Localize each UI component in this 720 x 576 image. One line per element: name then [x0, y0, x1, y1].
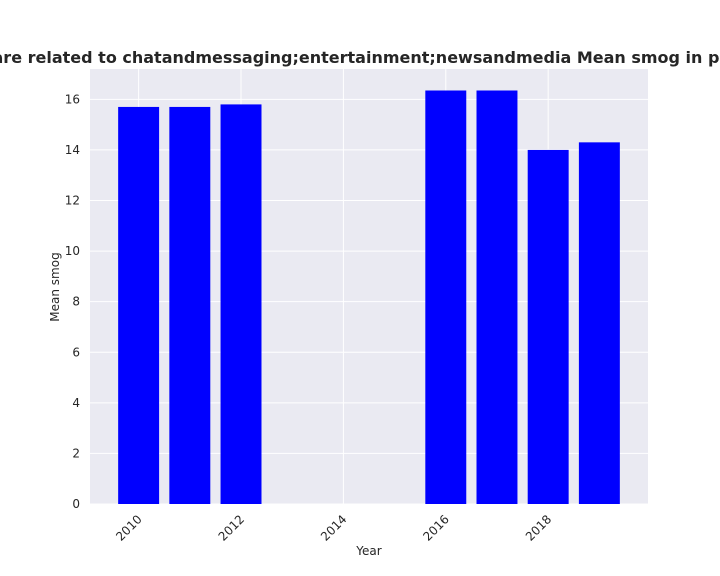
- y-tick-label: 2: [72, 446, 80, 460]
- bar-2012: [220, 104, 262, 504]
- y-tick-label: 16: [65, 92, 80, 106]
- y-tick-label: 10: [65, 244, 80, 258]
- chart-title: Categories are related to chatandmessagi…: [0, 48, 720, 67]
- bar-2019: [578, 142, 620, 504]
- y-tick-label: 0: [72, 497, 80, 511]
- x-tick-label: 2014: [318, 512, 349, 543]
- y-tick-label: 8: [72, 295, 80, 309]
- y-tick-label: 4: [72, 396, 80, 410]
- x-tick-label: 2010: [113, 512, 144, 543]
- bar-2017: [476, 90, 518, 504]
- y-ticks: 0 2 4 6 8 10 12 14 16: [65, 92, 80, 511]
- x-tick-label: 2016: [420, 512, 451, 543]
- y-tick-label: 6: [72, 345, 80, 359]
- x-axis-label: Year: [355, 544, 381, 558]
- bar-2010: [118, 106, 160, 505]
- bar-2018: [527, 149, 569, 504]
- x-tick-label: 2018: [523, 512, 554, 543]
- y-tick-label: 12: [65, 194, 80, 208]
- x-tick-label: 2012: [216, 512, 247, 543]
- bar-2011: [169, 106, 211, 505]
- bar-2016: [425, 90, 467, 504]
- bars: [118, 90, 620, 505]
- y-axis-label: Mean smog: [48, 252, 62, 321]
- y-tick-label: 14: [65, 143, 80, 157]
- x-ticks: 2010 2012 2014 2016 2018: [113, 512, 554, 543]
